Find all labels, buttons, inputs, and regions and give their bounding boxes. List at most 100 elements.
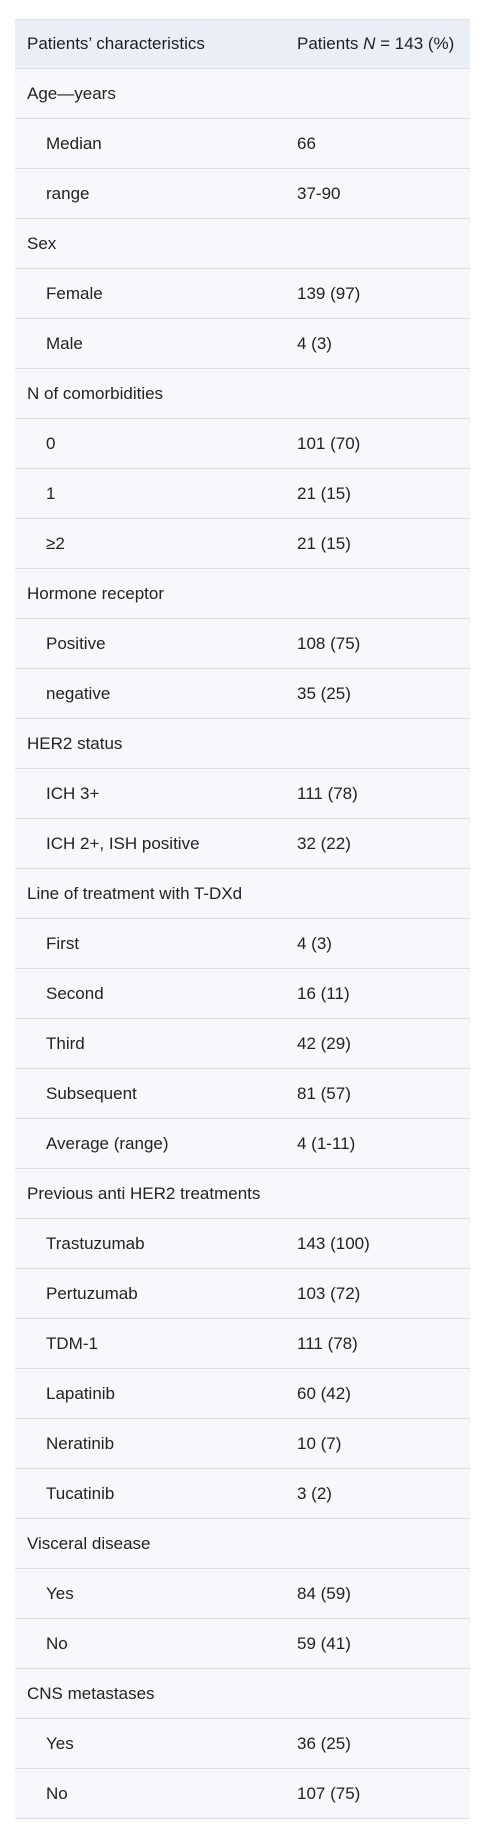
row-value xyxy=(285,368,470,419)
table-row: Second 16 (11) xyxy=(15,968,470,1019)
table-row: Subsequent 81 (57) xyxy=(15,1068,470,1119)
row-value: 4 (1-11) xyxy=(285,1118,470,1169)
row-label: ICH 2+, ISH positive xyxy=(15,818,285,869)
group-label: Age—years xyxy=(15,68,285,119)
table-group-row: HER2 status xyxy=(15,718,470,769)
row-label: Male xyxy=(15,318,285,369)
table-group-row: Visceral disease xyxy=(15,1518,470,1569)
row-value: 66 xyxy=(285,118,470,169)
table-row: Pertuzumab 103 (72) xyxy=(15,1268,470,1319)
row-value: 60 (42) xyxy=(285,1368,470,1419)
row-value: 81 (57) xyxy=(285,1068,470,1119)
row-label: Yes xyxy=(15,1718,285,1769)
row-label: negative xyxy=(15,668,285,719)
row-value: 4 (3) xyxy=(285,318,470,369)
table-row: 1 21 (15) xyxy=(15,468,470,519)
table-row: Yes 84 (59) xyxy=(15,1568,470,1619)
row-value: 139 (97) xyxy=(285,268,470,319)
header-characteristics: Patients’ characteristics xyxy=(15,20,285,69)
table-row: range 37-90 xyxy=(15,168,470,219)
table-row: No 59 (41) xyxy=(15,1618,470,1669)
row-label: No xyxy=(46,1783,68,1803)
row-value xyxy=(285,1518,470,1569)
row-value xyxy=(285,568,470,619)
table-row: Third 42 (29) xyxy=(15,1018,470,1069)
row-value: 111 (78) xyxy=(285,768,470,819)
table-header: Patients’ characteristics Patients N = 1… xyxy=(15,20,470,69)
table-row: Average (range) 4 (1-11) xyxy=(15,1118,470,1169)
row-label: ICH 3+ xyxy=(15,768,285,819)
row-label: Yes xyxy=(15,1568,285,1619)
header-patients-suffix: = 143 (%) xyxy=(375,34,455,53)
group-label: Visceral disease xyxy=(15,1518,285,1569)
table-row: negative 35 (25) xyxy=(15,668,470,719)
row-label: Second xyxy=(15,968,285,1019)
table-row: 0 101 (70) xyxy=(15,418,470,469)
table-group-row: N of comorbidities xyxy=(15,368,470,419)
table-row: Yes 36 (25) xyxy=(15,1718,470,1769)
table-row: Tucatinib 3 (2) xyxy=(15,1468,470,1519)
row-value xyxy=(285,1668,470,1719)
table-row: ICH 2+, ISH positive 32 (22) xyxy=(15,818,470,869)
characteristics-table: Patients’ characteristics Patients N = 1… xyxy=(15,20,470,1818)
row-label: Lapatinib xyxy=(15,1368,285,1419)
row-value: 35 (25) xyxy=(285,668,470,719)
row-label: Tucatinib xyxy=(15,1468,285,1519)
group-label: Sex xyxy=(15,218,285,269)
row-value: 3 (2) xyxy=(285,1468,470,1519)
row-value: 107 (75) xyxy=(297,1783,361,1803)
group-label: Previous anti HER2 treatments xyxy=(15,1168,285,1219)
row-label: Median xyxy=(15,118,285,169)
header-patients: Patients N = 143 (%) xyxy=(285,20,470,69)
table-row: Neratinib 10 (7) xyxy=(15,1418,470,1469)
table-row: Positive 108 (75) xyxy=(15,618,470,669)
table-row: Male 4 (3) xyxy=(15,318,470,369)
row-value xyxy=(285,68,470,119)
row-label: Average (range) xyxy=(15,1118,285,1169)
header-row: Patients’ characteristics Patients N = 1… xyxy=(15,20,470,69)
row-value: 59 (41) xyxy=(285,1618,470,1669)
row-label: Neratinib xyxy=(15,1418,285,1469)
row-label: Trastuzumab xyxy=(15,1218,285,1269)
row-label: Positive xyxy=(15,618,285,669)
table-row: Female 139 (97) xyxy=(15,268,470,319)
row-label: range xyxy=(15,168,285,219)
row-value: 16 (11) xyxy=(285,968,470,1019)
row-value: 21 (15) xyxy=(285,518,470,569)
row-label: 0 xyxy=(15,418,285,469)
table-group-row: Age—years xyxy=(15,68,470,119)
table-group-row: Line of treatment with T-DXd xyxy=(15,868,470,919)
row-value: 32 (22) xyxy=(285,818,470,869)
row-label: 1 xyxy=(15,468,285,519)
row-value: 10 (7) xyxy=(285,1418,470,1469)
row-value xyxy=(285,718,470,769)
table-body: Age—years Median 66 range 37-90 Sex Female 139 … xyxy=(15,68,470,1819)
table-row: First 4 (3) xyxy=(15,918,470,969)
table-row: Trastuzumab 143 (100) xyxy=(15,1218,470,1269)
group-label: Hormone receptor xyxy=(15,568,285,619)
header-patients-prefix: Patients xyxy=(297,34,364,53)
table-row: Lapatinib 60 (42) xyxy=(15,1368,470,1419)
row-label: Subsequent xyxy=(15,1068,285,1119)
row-label: No xyxy=(15,1618,285,1669)
row-value xyxy=(285,218,470,269)
row-value: 37-90 xyxy=(285,168,470,219)
row-value: 4 (3) xyxy=(285,918,470,969)
row-label: TDM-1 xyxy=(15,1318,285,1369)
row-label: Third xyxy=(15,1018,285,1069)
row-value: 36 (25) xyxy=(285,1718,470,1769)
table-group-row: CNS metastases xyxy=(15,1668,470,1719)
group-label: Line of treatment with T-DXd xyxy=(15,868,285,919)
group-label: N of comorbidities xyxy=(15,368,285,419)
table-row: ICH 3+ 111 (78) xyxy=(15,768,470,819)
row-label: First xyxy=(15,918,285,969)
group-label: CNS metastases xyxy=(15,1668,285,1719)
table-row: ≥2 21 (15) xyxy=(15,518,470,569)
row-value xyxy=(285,1168,470,1219)
row-label: Pertuzumab xyxy=(15,1268,285,1319)
group-label: HER2 status xyxy=(15,718,285,769)
row-value: 108 (75) xyxy=(285,618,470,669)
header-patients-n: N xyxy=(363,34,376,53)
row-label: Female xyxy=(15,268,285,319)
row-value: 21 (15) xyxy=(285,468,470,519)
